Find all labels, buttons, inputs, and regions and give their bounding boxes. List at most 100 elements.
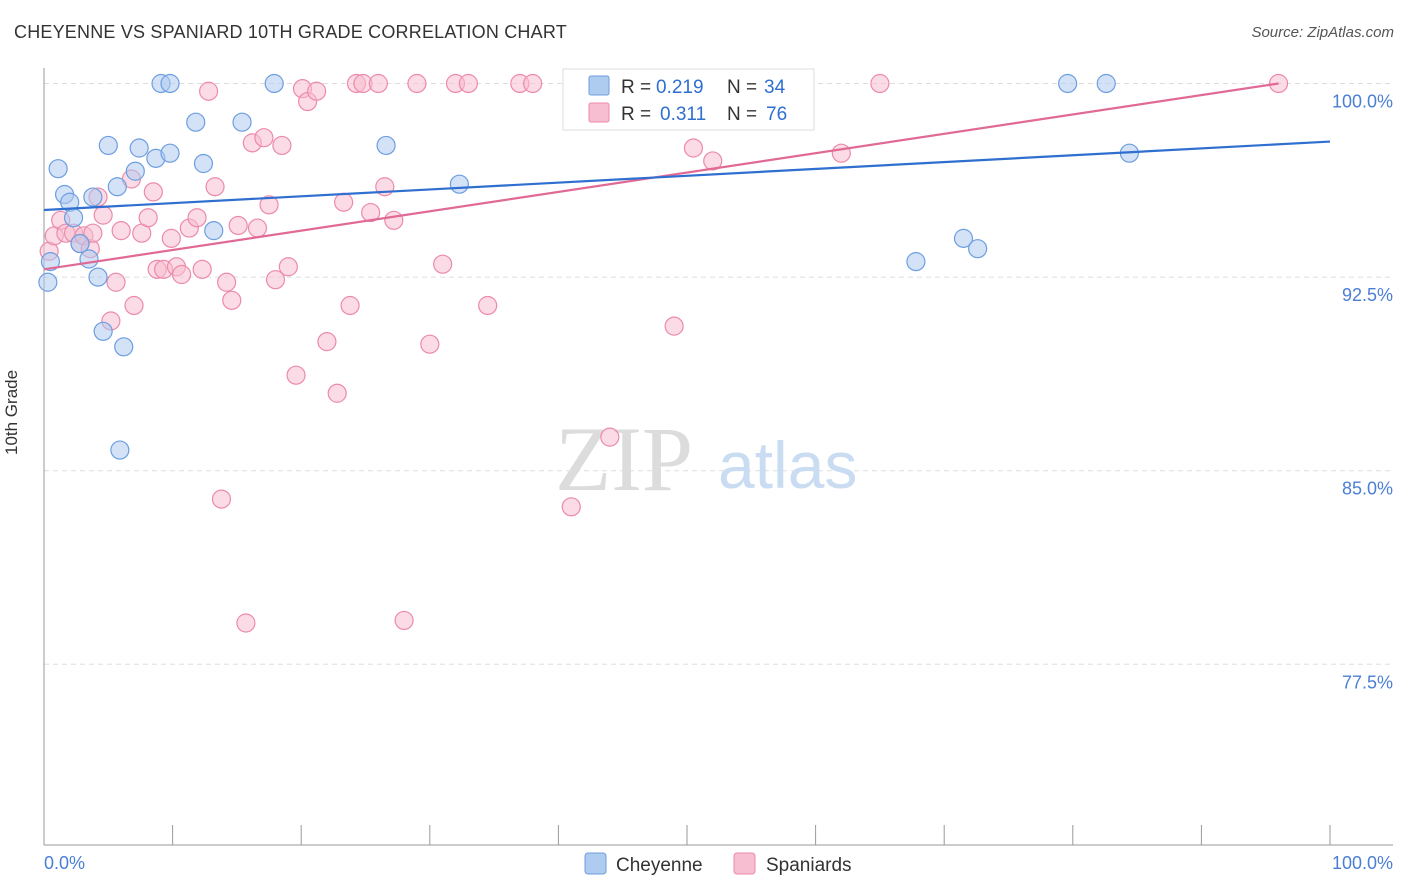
cheyenne-point-24 <box>232 112 252 132</box>
legend-swatch-cheyenne <box>588 75 610 96</box>
cheyenne-point-27 <box>449 174 469 194</box>
cheyenne-point-28 <box>906 252 926 272</box>
spaniards-point-61 <box>478 295 498 316</box>
bottom-legend: Cheyenne Spaniards <box>584 852 852 876</box>
cheyenne-point-11 <box>98 135 118 156</box>
spaniards-point-10 <box>93 205 113 225</box>
spaniards-point-52 <box>368 73 388 94</box>
y-tick-labels: 100.0% 92.5% 85.0% 77.5% <box>1332 91 1393 692</box>
watermark-zip: ZIP <box>555 408 693 510</box>
cheyenne-point-20 <box>160 143 180 163</box>
spaniards-point-36 <box>254 128 274 148</box>
spaniards-point-58 <box>433 254 453 274</box>
cheyenne-point-8 <box>79 249 99 269</box>
spaniards-point-21 <box>161 228 181 248</box>
spaniards-point-39 <box>272 135 292 156</box>
spaniards-point-65 <box>600 427 620 447</box>
cheyenne-point-26 <box>376 135 396 156</box>
axes <box>43 68 1393 846</box>
spaniards-point-32 <box>228 215 248 236</box>
trend-line-cheyenne <box>43 140 1331 212</box>
legend: R = 0.219 N = 34 R = 0.311 N = 76 <box>562 68 815 131</box>
legend-n-value-cheyenne: 34 <box>764 77 786 98</box>
spaniards-point-47 <box>334 192 354 212</box>
spaniards-point-18 <box>143 182 163 202</box>
y-tick-label-3: 77.5% <box>1342 672 1393 692</box>
bottom-legend-label-cheyenne: Cheyenne <box>616 855 703 876</box>
spaniards-point-15 <box>124 295 144 316</box>
spaniards-point-56 <box>407 73 427 94</box>
spaniards-point-40 <box>278 257 298 277</box>
cheyenne-point-30 <box>968 239 988 259</box>
y-tick-label-1: 92.5% <box>1342 285 1393 305</box>
gridlines <box>44 82 1393 665</box>
cheyenne-point-0 <box>38 272 58 292</box>
spaniards-point-8 <box>83 223 103 243</box>
bottom-legend-swatch-spaniards <box>733 852 756 875</box>
cheyenne-point-25 <box>264 73 284 94</box>
cheyenne-point-29 <box>953 228 974 248</box>
spaniards-point-48 <box>340 295 360 316</box>
spaniards-point-38 <box>265 270 286 290</box>
spaniards-point-63 <box>523 73 543 94</box>
cheyenne-point-14 <box>114 337 134 357</box>
spaniards-point-46 <box>327 383 347 403</box>
x-tick-labels: 0.0% 100.0% <box>44 853 1393 873</box>
cheyenne-point-7 <box>83 187 103 207</box>
series-spaniards-points <box>39 73 1289 633</box>
legend-n-label-cheyenne: N = <box>727 77 757 98</box>
spaniards-point-35 <box>247 218 268 238</box>
cheyenne-point-6 <box>70 233 90 254</box>
spaniards-point-23 <box>172 264 192 285</box>
spaniards-point-41 <box>286 365 306 385</box>
spaniards-point-51 <box>361 202 381 223</box>
watermark-atlas: atlas <box>718 428 857 502</box>
spaniards-point-60 <box>458 73 478 94</box>
spaniards-point-25 <box>187 208 207 228</box>
spaniards-point-64 <box>561 497 581 517</box>
spaniards-point-12 <box>106 272 126 292</box>
spaniards-point-31 <box>222 290 242 310</box>
cheyenne-point-5 <box>63 208 84 228</box>
cheyenne-point-21 <box>186 112 206 132</box>
spaniards-point-44 <box>307 81 327 101</box>
legend-n-value-spaniards: 76 <box>766 104 787 125</box>
cheyenne-point-16 <box>129 138 149 158</box>
cheyenne-point-15 <box>125 161 145 181</box>
spaniards-point-33 <box>236 613 256 633</box>
watermark: ZIP atlas <box>555 408 857 510</box>
cheyenne-point-31 <box>1058 73 1078 94</box>
spaniards-point-17 <box>138 208 158 228</box>
spaniards-point-57 <box>420 334 440 354</box>
legend-r-value-spaniards: 0.311 <box>660 104 706 125</box>
spaniards-point-27 <box>199 81 219 101</box>
bottom-legend-swatch-cheyenne <box>584 852 607 875</box>
spaniards-point-45 <box>317 332 337 352</box>
trend-lines <box>43 82 1331 271</box>
cheyenne-point-13 <box>110 440 130 460</box>
spaniards-point-29 <box>211 489 232 509</box>
cheyenne-point-22 <box>193 153 214 174</box>
cheyenne-point-10 <box>93 321 113 341</box>
legend-r-label-spaniards: R = <box>621 104 651 125</box>
spaniards-point-69 <box>703 151 723 171</box>
cheyenne-point-32 <box>1096 73 1116 94</box>
x-tick-label-min: 0.0% <box>44 853 85 873</box>
legend-r-value-cheyenne: 0.219 <box>656 77 704 98</box>
source-label: Source: ZipAtlas.com <box>1251 24 1394 41</box>
y-tick-label-2: 85.0% <box>1342 479 1393 499</box>
spaniards-point-13 <box>111 221 131 241</box>
spaniards-point-68 <box>683 138 704 158</box>
spaniards-point-28 <box>205 177 225 197</box>
legend-swatch-spaniards <box>588 102 610 123</box>
legend-r-label-cheyenne: R = <box>621 77 651 98</box>
spaniards-point-74 <box>870 73 890 94</box>
cheyenne-point-23 <box>204 221 224 241</box>
bottom-legend-label-spaniards: Spaniards <box>766 855 852 876</box>
cheyenne-point-9 <box>88 267 108 287</box>
legend-n-label-spaniards: N = <box>727 104 757 125</box>
y-tick-label-0: 100.0% <box>1332 91 1393 111</box>
cheyenne-point-12 <box>107 177 127 197</box>
spaniards-point-67 <box>664 316 684 336</box>
